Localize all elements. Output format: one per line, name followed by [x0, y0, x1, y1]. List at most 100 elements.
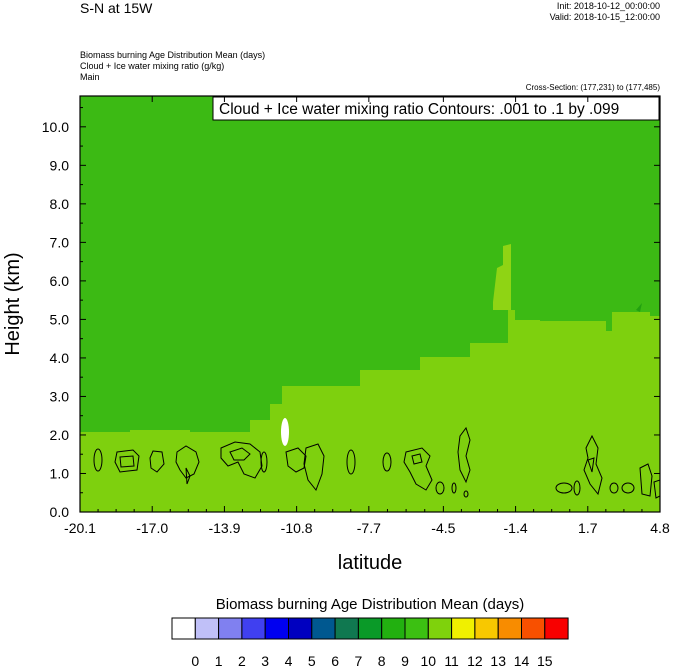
contour-line — [435, 481, 445, 495]
region-level-10-mid — [508, 310, 540, 343]
plot-title: S-N at 15W — [80, 0, 153, 16]
contour-line — [303, 443, 325, 491]
contour-line — [573, 480, 581, 496]
colorbar-label: 13 — [490, 653, 506, 668]
colorbar-label: 0 — [191, 653, 199, 668]
colorbar-swatch — [427, 617, 453, 640]
y-tick-label: 7.0 — [50, 234, 70, 250]
init-time: Init: 2018-10-12_00:00:00 — [556, 1, 660, 11]
x-tick-label: -7.7 — [357, 520, 381, 536]
contour-line — [653, 479, 660, 499]
contour-line — [175, 445, 200, 479]
colorbar-swatch — [288, 617, 313, 640]
contour-line — [185, 467, 191, 485]
colorbar-swatch — [451, 617, 476, 640]
y-tick-label: 1.0 — [50, 465, 70, 481]
y-axis-label: Height (km) — [2, 252, 24, 355]
contour-label-box — [212, 96, 660, 121]
x-tick-label: -10.8 — [281, 520, 313, 536]
valid-time: Valid: 2018-10-15_12:00:00 — [549, 12, 660, 22]
y-tick-label: 6.0 — [50, 273, 70, 289]
colorbar-swatch — [241, 617, 266, 640]
x-tick-label: -1.4 — [504, 520, 528, 536]
colorbar-label: 5 — [308, 653, 316, 668]
colorbar-label: 1 — [215, 653, 223, 668]
contour-line — [451, 482, 457, 494]
x-tick-label: -20.1 — [64, 520, 96, 536]
colorbar-label: 12 — [467, 653, 483, 668]
region-level-10-base — [80, 487, 660, 512]
contour-line — [587, 457, 595, 473]
contour-line — [583, 434, 603, 496]
colorbar-label: 3 — [261, 653, 269, 668]
y-tick-label: 10.0 — [42, 119, 69, 135]
contour-line — [285, 447, 307, 473]
y-tick-label: 9.0 — [50, 157, 70, 173]
colorbar-label: 11 — [444, 653, 459, 668]
contour-line — [114, 449, 140, 473]
filled-regions — [80, 96, 660, 512]
cross-section-label: Cross-Section: (177,231) to (177,485) — [525, 83, 660, 92]
contour-line — [119, 455, 135, 468]
y-tick-label: 3.0 — [50, 388, 70, 404]
y-tick-label: 4.0 — [50, 350, 70, 366]
contour-line — [639, 463, 653, 497]
colorbar-swatch — [334, 617, 359, 640]
contour-line — [149, 450, 165, 473]
x-tick-label: 1.7 — [578, 520, 598, 536]
contour-line — [621, 482, 635, 494]
contour-line — [403, 447, 433, 491]
colorbar-label: 4 — [285, 653, 293, 668]
colorbar-swatch — [497, 617, 523, 640]
x-tick-label: -17.0 — [136, 520, 168, 536]
x-tick-label: -4.5 — [431, 520, 455, 536]
contour-line — [346, 449, 356, 475]
colorbar-label: 15 — [537, 653, 553, 668]
region-level-11 — [493, 244, 511, 310]
cloud-contours — [93, 426, 660, 499]
x-tick-label: -13.9 — [208, 520, 240, 536]
y-axis: 0.0 1.0 2.0 3.0 4.0 5.0 6.0 7.0 8.0 9.0 10.0 — [42, 107, 660, 520]
contour-line — [411, 453, 423, 465]
colorbar-swatch — [264, 617, 290, 640]
colorbar-swatch — [521, 617, 546, 640]
colorbar-swatch — [381, 617, 406, 640]
colorbar-label: 7 — [355, 653, 363, 668]
colorbar-title: Biomass burning Age Distribution Mean (d… — [215, 596, 525, 613]
plot-frame — [79, 95, 661, 513]
colorbar-label: 10 — [421, 653, 437, 668]
region-level-8-spot — [636, 303, 642, 312]
contour-label: Cloud + Ice water mixing ratio Contours:… — [219, 101, 619, 118]
colorbar-swatch — [171, 617, 196, 640]
contour-line — [260, 451, 268, 473]
y-tick-label: 5.0 — [50, 311, 70, 327]
contour-line — [229, 447, 251, 461]
contour-line — [609, 482, 619, 494]
field-descriptions: Biomass burning Age Distribution Mean (d… — [80, 50, 265, 83]
colorbar-swatch — [311, 617, 336, 640]
colorbar-swatch — [404, 617, 429, 640]
colorbar-label: 9 — [401, 653, 409, 668]
field-main: Main — [80, 72, 100, 82]
colorbar-swatch — [544, 617, 569, 640]
contour-line — [457, 426, 471, 484]
contour-line — [555, 482, 573, 494]
x-tick-label: 4.8 — [650, 520, 670, 536]
x-axis-label: latitude — [338, 552, 403, 574]
colorbar-label: 2 — [238, 653, 246, 668]
y-tick-label: 0.0 — [50, 504, 70, 520]
time-info: Init: 2018-10-12_00:00:00 Valid: 2018-10… — [550, 1, 660, 23]
contour-line — [220, 441, 263, 479]
colorbar-label: 6 — [331, 653, 339, 668]
colorbar-label: 8 — [378, 653, 386, 668]
colorbar-swatch — [474, 617, 499, 640]
field-biomass: Biomass burning Age Distribution Mean (d… — [80, 50, 266, 60]
colorbar-swatch — [194, 617, 220, 640]
colorbar: 0 1 2 3 4 5 6 7 8 9 10 11 12 13 14 15 — [171, 617, 569, 668]
contour-line — [382, 452, 392, 472]
y-tick-label: 8.0 — [50, 196, 70, 212]
y-tick-label: 2.0 — [50, 427, 70, 443]
x-axis: -20.1 -17.0 -13.9 -10.8 -7.7 -4.5 -1.4 1.7 4.8 — [64, 96, 670, 536]
region-level-0-spot — [281, 418, 289, 446]
